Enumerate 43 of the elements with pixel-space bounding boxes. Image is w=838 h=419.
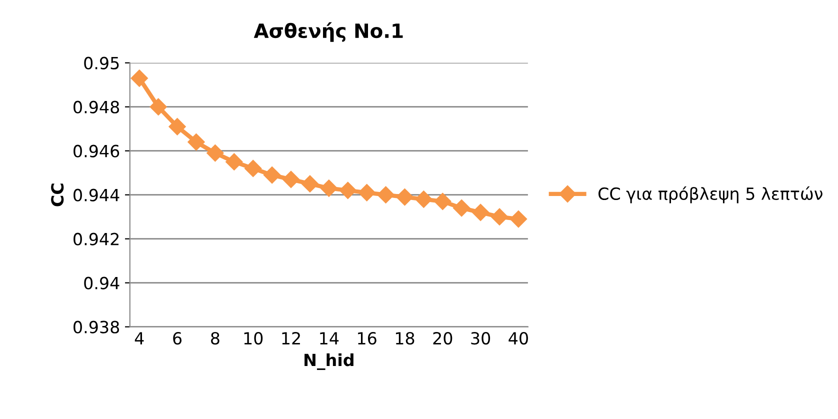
x-tick-label: 30 [471, 332, 490, 345]
point [472, 204, 490, 221]
y-tick-label: 0.944 [74, 188, 120, 202]
point [434, 192, 452, 210]
x-axis-title: N_hid [304, 353, 354, 370]
x-tick-label: 10 [244, 332, 263, 345]
point [206, 144, 224, 162]
x-tick-label: 4 [134, 332, 144, 344]
x-tick-label: 14 [320, 332, 339, 344]
y-axis-title: CC [51, 184, 64, 206]
point [264, 166, 281, 184]
x-tick-label: 12 [282, 332, 300, 344]
y-tick-label: 0.95 [84, 56, 119, 70]
x-tick-label: 8 [211, 332, 220, 345]
y-tick-label: 0.946 [74, 144, 120, 158]
point [453, 199, 470, 217]
x-tick-label: 6 [173, 332, 182, 345]
y-tick-label: 0.948 [74, 100, 120, 114]
point [168, 118, 186, 136]
y-tick-label: 0.94 [84, 276, 120, 290]
y-tick-label: 0.938 [74, 320, 120, 334]
point [188, 133, 205, 151]
point [490, 208, 508, 226]
point [510, 210, 528, 228]
point [130, 70, 148, 87]
point [282, 170, 300, 188]
point [358, 184, 376, 202]
x-tick-label: 16 [358, 332, 376, 345]
point [150, 98, 167, 116]
point [301, 175, 319, 192]
point [320, 180, 338, 197]
point [415, 190, 432, 208]
point [339, 182, 356, 199]
x-tick-label: 18 [396, 332, 414, 345]
point [244, 160, 262, 177]
point [396, 188, 414, 206]
x-tick-label: 40 [508, 332, 528, 345]
legend-label: CC για πρόβλεψη 5 λεπτών [598, 186, 822, 204]
chart-title: Ασθενής No.1 [254, 22, 403, 42]
point [377, 186, 394, 204]
y-tick-label: 0.942 [74, 232, 118, 246]
x-tick-label: 20 [433, 332, 452, 345]
point [226, 153, 243, 170]
